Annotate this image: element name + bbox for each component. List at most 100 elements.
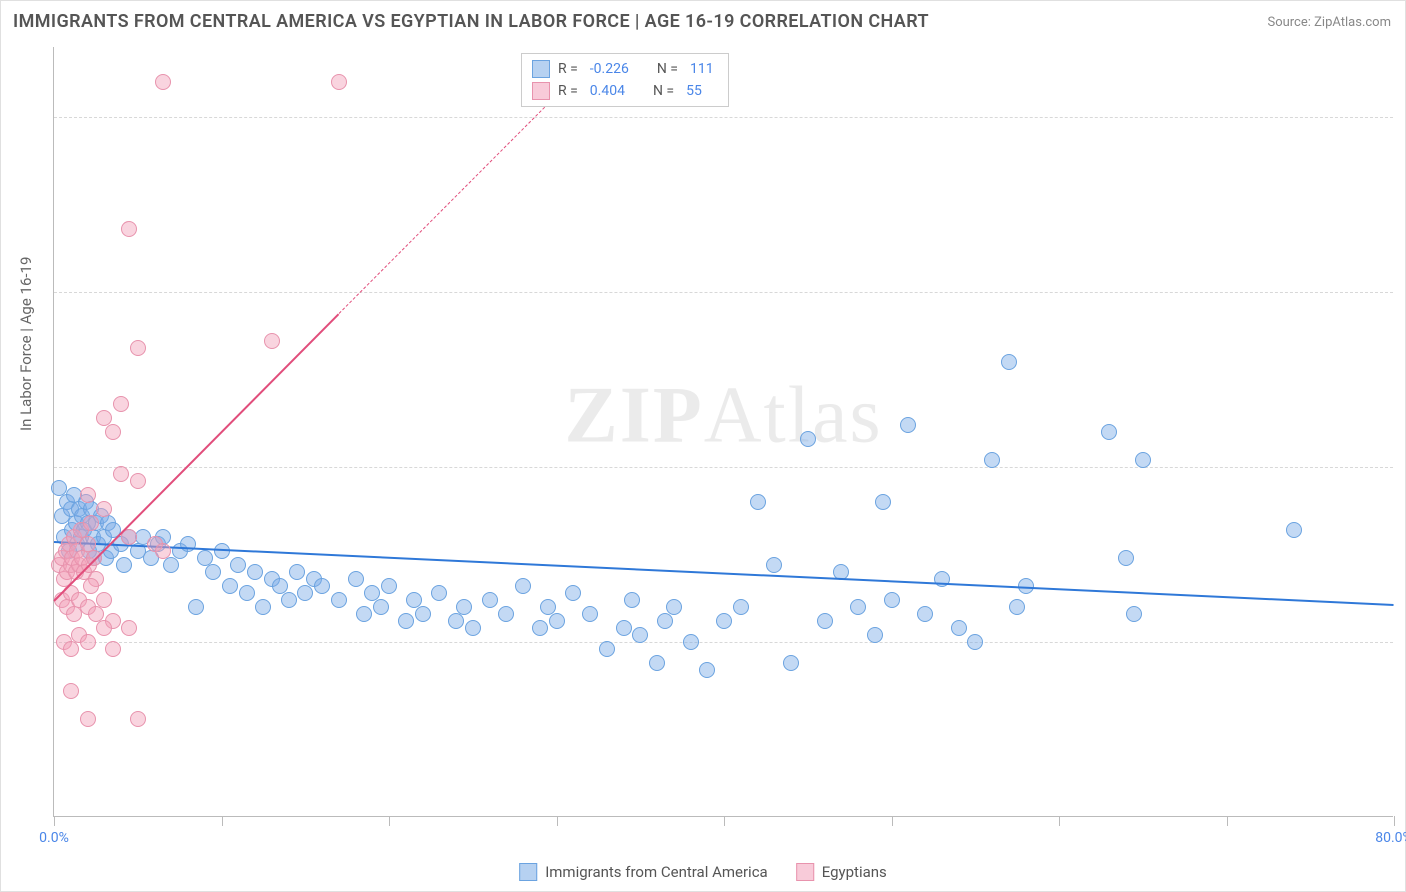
xtick xyxy=(54,816,55,826)
chart-title: IMMIGRANTS FROM CENTRAL AMERICA VS EGYPT… xyxy=(13,11,929,32)
scatter-point xyxy=(155,543,171,559)
scatter-point xyxy=(255,599,271,615)
scatter-point xyxy=(264,333,280,349)
source-prefix: Source: xyxy=(1267,15,1314,30)
scatter-point xyxy=(415,606,431,622)
scatter-point xyxy=(917,606,933,622)
scatter-point xyxy=(582,606,598,622)
scatter-point xyxy=(105,424,121,440)
xtick xyxy=(1227,816,1228,826)
scatter-point xyxy=(105,641,121,657)
scatter-point xyxy=(900,417,916,433)
y-axis-label: In Labor Force | Age 16-19 xyxy=(17,257,35,431)
scatter-point xyxy=(683,634,699,650)
scatter-point xyxy=(247,564,263,580)
xtick xyxy=(1394,816,1395,826)
xtick xyxy=(892,816,893,826)
xtick-label: 0.0% xyxy=(39,830,69,846)
scatter-point xyxy=(83,515,99,531)
scatter-point xyxy=(96,620,112,636)
scatter-point xyxy=(716,613,732,629)
scatter-point xyxy=(616,620,632,636)
watermark-bold: ZIP xyxy=(564,372,703,460)
legend-label-pink: Egyptians xyxy=(822,863,887,881)
scatter-point xyxy=(188,599,204,615)
scatter-point xyxy=(1001,354,1017,370)
scatter-point xyxy=(113,396,129,412)
scatter-point xyxy=(657,613,673,629)
scatter-point xyxy=(448,613,464,629)
scatter-point xyxy=(356,606,372,622)
scatter-point xyxy=(289,564,305,580)
scatter-point xyxy=(222,578,238,594)
scatter-point xyxy=(130,473,146,489)
scatter-point xyxy=(624,592,640,608)
scatter-point xyxy=(599,641,615,657)
scatter-point xyxy=(121,221,137,237)
gridline xyxy=(54,117,1393,118)
scatter-point xyxy=(1009,599,1025,615)
scatter-point xyxy=(750,494,766,510)
scatter-point xyxy=(116,557,132,573)
scatter-point xyxy=(205,564,221,580)
scatter-point xyxy=(331,592,347,608)
scatter-point xyxy=(80,634,96,650)
scatter-point xyxy=(63,683,79,699)
scatter-point xyxy=(1126,606,1142,622)
r-value-blue: -0.226 xyxy=(590,58,629,80)
scatter-point xyxy=(632,627,648,643)
scatter-point xyxy=(465,620,481,636)
watermark: ZIPAtlas xyxy=(564,371,882,462)
scatter-point xyxy=(373,599,389,615)
scatter-point xyxy=(96,592,112,608)
scatter-point xyxy=(398,613,414,629)
n-label-blue: N = xyxy=(657,58,678,80)
r-value-pink: 0.404 xyxy=(590,80,625,102)
scatter-point xyxy=(565,585,581,601)
n-value-blue: 111 xyxy=(690,58,714,80)
scatter-point xyxy=(967,634,983,650)
ytick-label: 50.0% xyxy=(1398,459,1406,475)
scatter-point xyxy=(817,613,833,629)
scatter-point xyxy=(348,571,364,587)
xtick xyxy=(724,816,725,826)
xtick xyxy=(1059,816,1060,826)
xtick xyxy=(389,816,390,826)
scatter-point xyxy=(666,599,682,615)
plot-area: ZIPAtlas 25.0%50.0%75.0%100.0%0.0%80.0% xyxy=(53,47,1393,817)
scatter-point xyxy=(121,620,137,636)
swatch-pink xyxy=(532,82,550,100)
scatter-point xyxy=(549,613,565,629)
legend-label-blue: Immigrants from Central America xyxy=(545,863,768,881)
chart-container: IMMIGRANTS FROM CENTRAL AMERICA VS EGYPT… xyxy=(0,0,1406,892)
scatter-point xyxy=(163,557,179,573)
scatter-point xyxy=(699,662,715,678)
scatter-point xyxy=(850,599,866,615)
scatter-point xyxy=(431,585,447,601)
scatter-point xyxy=(783,655,799,671)
legend-item-blue: Immigrants from Central America xyxy=(519,863,768,881)
stats-box: R = -0.226 N = 111 R = 0.404 N = 55 xyxy=(521,53,729,107)
scatter-point xyxy=(80,711,96,727)
scatter-point xyxy=(331,74,347,90)
xtick xyxy=(557,816,558,826)
scatter-point xyxy=(1118,550,1134,566)
scatter-point xyxy=(155,74,171,90)
scatter-point xyxy=(515,578,531,594)
scatter-point xyxy=(297,585,313,601)
scatter-point xyxy=(951,620,967,636)
watermark-light: Atlas xyxy=(704,372,883,460)
stats-row-pink: R = 0.404 N = 55 xyxy=(532,80,718,102)
gridline xyxy=(54,642,1393,643)
scatter-point xyxy=(984,452,1000,468)
scatter-point xyxy=(130,340,146,356)
xtick-label: 80.0% xyxy=(1375,830,1406,846)
scatter-point xyxy=(63,641,79,657)
scatter-point xyxy=(498,606,514,622)
scatter-point xyxy=(83,578,99,594)
scatter-point xyxy=(456,599,472,615)
legend-swatch-pink xyxy=(796,863,814,881)
gridline xyxy=(54,292,1393,293)
scatter-point xyxy=(113,466,129,482)
xtick xyxy=(222,816,223,826)
